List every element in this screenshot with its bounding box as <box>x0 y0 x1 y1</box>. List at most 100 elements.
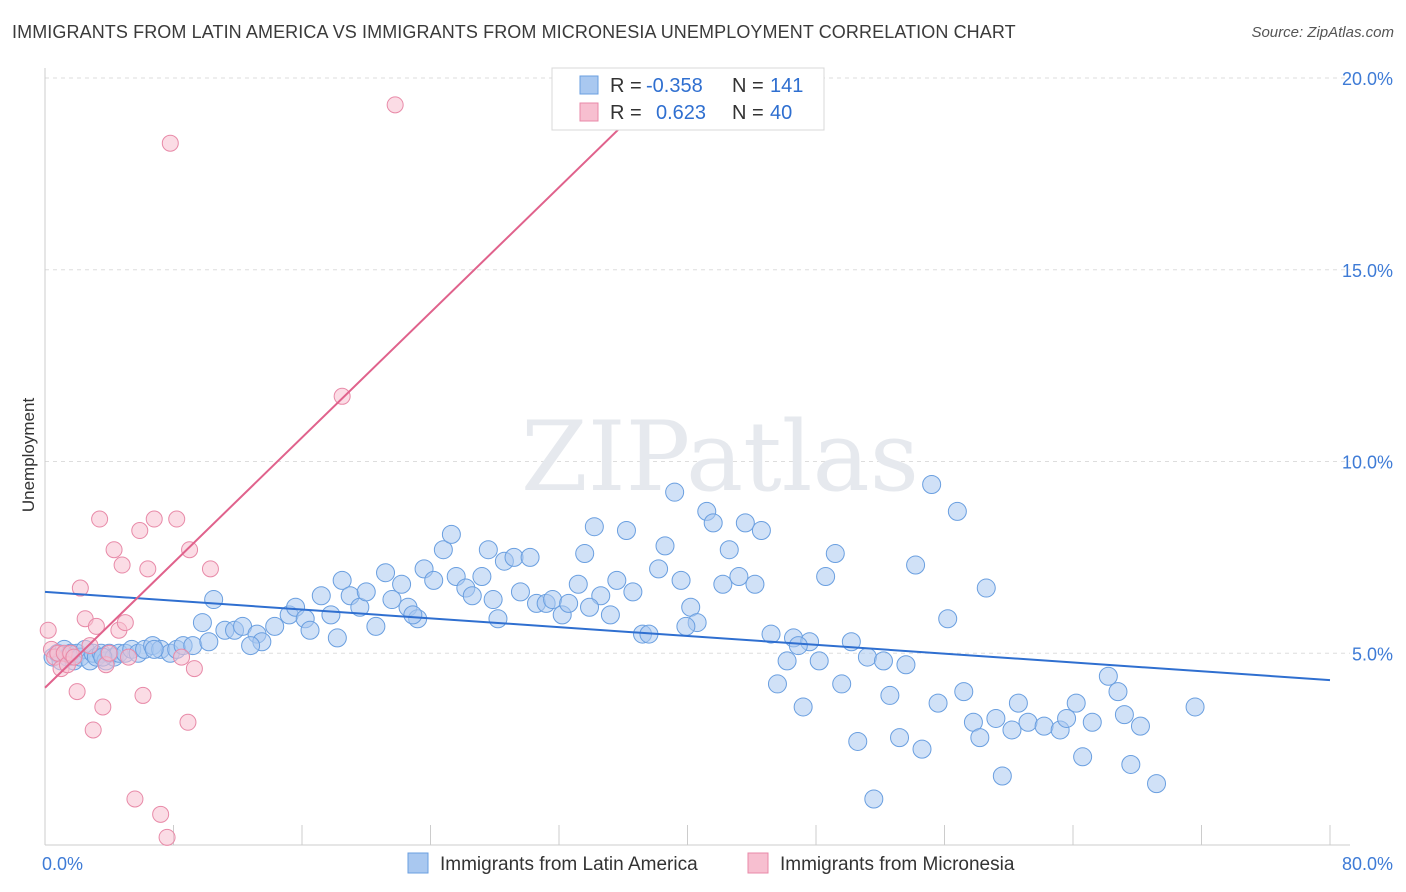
data-point-latin-america <box>204 590 224 610</box>
data-point-latin-america <box>311 586 331 606</box>
data-point-latin-america <box>906 555 926 575</box>
data-point-latin-america <box>1034 716 1054 736</box>
data-point-latin-america <box>788 636 808 656</box>
data-point-micronesia <box>131 522 149 540</box>
source-label: Source: ZipAtlas.com <box>1251 24 1394 41</box>
data-point-latin-america <box>403 605 423 625</box>
legend-bottom-swatch-blue <box>407 852 429 874</box>
data-point-micronesia <box>158 828 176 846</box>
data-point-latin-america <box>488 609 508 629</box>
data-point-latin-america <box>703 513 723 533</box>
data-point-micronesia <box>173 648 191 666</box>
data-point-latin-america <box>751 521 771 541</box>
data-point-latin-america <box>729 567 749 587</box>
data-point-latin-america <box>848 731 868 751</box>
legend-r-label-1: R = <box>610 75 642 97</box>
legend-n-label-2: N = <box>732 102 764 124</box>
data-point-latin-america <box>928 693 948 713</box>
data-point-latin-america <box>1185 697 1205 717</box>
data-point-latin-america <box>713 574 733 594</box>
data-point-latin-america <box>1098 666 1118 686</box>
data-point-micronesia <box>181 541 199 559</box>
chart-title: IMMIGRANTS FROM LATIN AMERICA VS IMMIGRA… <box>12 22 1016 42</box>
data-point-latin-america <box>543 590 563 610</box>
data-point-latin-america <box>745 574 765 594</box>
data-point-latin-america <box>616 521 636 541</box>
data-point-micronesia <box>120 648 138 666</box>
data-point-latin-america <box>1002 720 1022 740</box>
data-point-latin-america <box>890 728 910 748</box>
data-point-micronesia <box>152 805 170 823</box>
series-micronesia-points <box>39 96 404 846</box>
trend-line-micronesia <box>44 84 665 689</box>
data-point-micronesia <box>113 556 131 574</box>
data-point-latin-america <box>575 544 595 564</box>
data-point-latin-america <box>520 547 540 567</box>
data-point-latin-america <box>896 655 916 675</box>
y-tick-label: 5.0% <box>1352 644 1393 664</box>
y-tick-label: 10.0% <box>1342 453 1393 473</box>
data-point-latin-america <box>265 616 285 636</box>
y-tick-labels: 5.0% 10.0% 15.0% 20.0% <box>1342 69 1393 664</box>
x-tick-label-min: 0.0% <box>42 854 83 874</box>
data-point-micronesia <box>145 510 163 528</box>
data-point-latin-america <box>144 639 164 659</box>
data-point-latin-america <box>1108 682 1128 702</box>
data-point-micronesia <box>179 713 197 731</box>
data-point-micronesia <box>134 686 152 704</box>
data-point-micronesia <box>139 560 157 578</box>
data-point-latin-america <box>880 685 900 705</box>
data-point-micronesia <box>386 96 404 114</box>
data-point-latin-america <box>584 517 604 537</box>
data-point-latin-america <box>1114 705 1134 725</box>
data-point-micronesia <box>91 510 109 528</box>
watermark: ZIPatlas <box>521 401 919 513</box>
legend-n-value-1: 141 <box>770 75 803 97</box>
data-point-latin-america <box>976 578 996 598</box>
data-point-latin-america <box>655 536 675 556</box>
data-point-latin-america <box>777 651 797 671</box>
data-point-micronesia <box>94 698 112 716</box>
axes <box>44 68 1350 846</box>
legend-n-value-2: 40 <box>770 102 792 124</box>
data-point-latin-america <box>970 728 990 748</box>
data-point-latin-america <box>366 616 386 636</box>
data-point-latin-america <box>1130 716 1150 736</box>
data-point-latin-america <box>591 586 611 606</box>
data-point-latin-america <box>857 647 877 667</box>
data-point-latin-america <box>954 682 974 702</box>
data-point-micronesia <box>71 579 89 597</box>
grid-lines <box>45 77 1350 654</box>
data-point-latin-america <box>825 544 845 564</box>
data-point-latin-america <box>947 501 967 521</box>
data-point-micronesia <box>126 790 144 808</box>
data-point-latin-america <box>938 609 958 629</box>
legend-swatch-pink <box>579 102 599 122</box>
legend-bottom-swatch-pink <box>747 852 769 874</box>
data-point-latin-america <box>321 605 341 625</box>
data-point-latin-america <box>199 632 219 652</box>
data-point-latin-america <box>376 563 396 583</box>
data-point-micronesia <box>168 510 186 528</box>
data-point-latin-america <box>676 616 696 636</box>
data-point-latin-america <box>504 547 524 567</box>
data-point-latin-america <box>816 567 836 587</box>
legend-top: R = -0.358 N = 141 R = 0.623 N = 40 <box>551 67 825 131</box>
data-point-micronesia <box>105 541 123 559</box>
data-point-latin-america <box>332 570 352 590</box>
legend-bottom-label-pink: Immigrants from Micronesia <box>780 854 1015 875</box>
legend-r-value-2: 0.623 <box>656 102 706 124</box>
data-point-micronesia <box>81 637 99 655</box>
data-point-latin-america <box>192 613 212 633</box>
data-point-latin-america <box>809 651 829 671</box>
legend-bottom: Immigrants from Latin America Immigrants… <box>407 852 1015 875</box>
legend-r-label-2: R = <box>610 102 642 124</box>
data-point-latin-america <box>607 570 627 590</box>
data-point-latin-america <box>483 590 503 610</box>
data-point-latin-america <box>241 636 261 656</box>
data-point-latin-america <box>1147 774 1167 794</box>
data-point-latin-america <box>719 540 739 560</box>
data-point-latin-america <box>441 524 461 544</box>
data-point-latin-america <box>1066 693 1086 713</box>
